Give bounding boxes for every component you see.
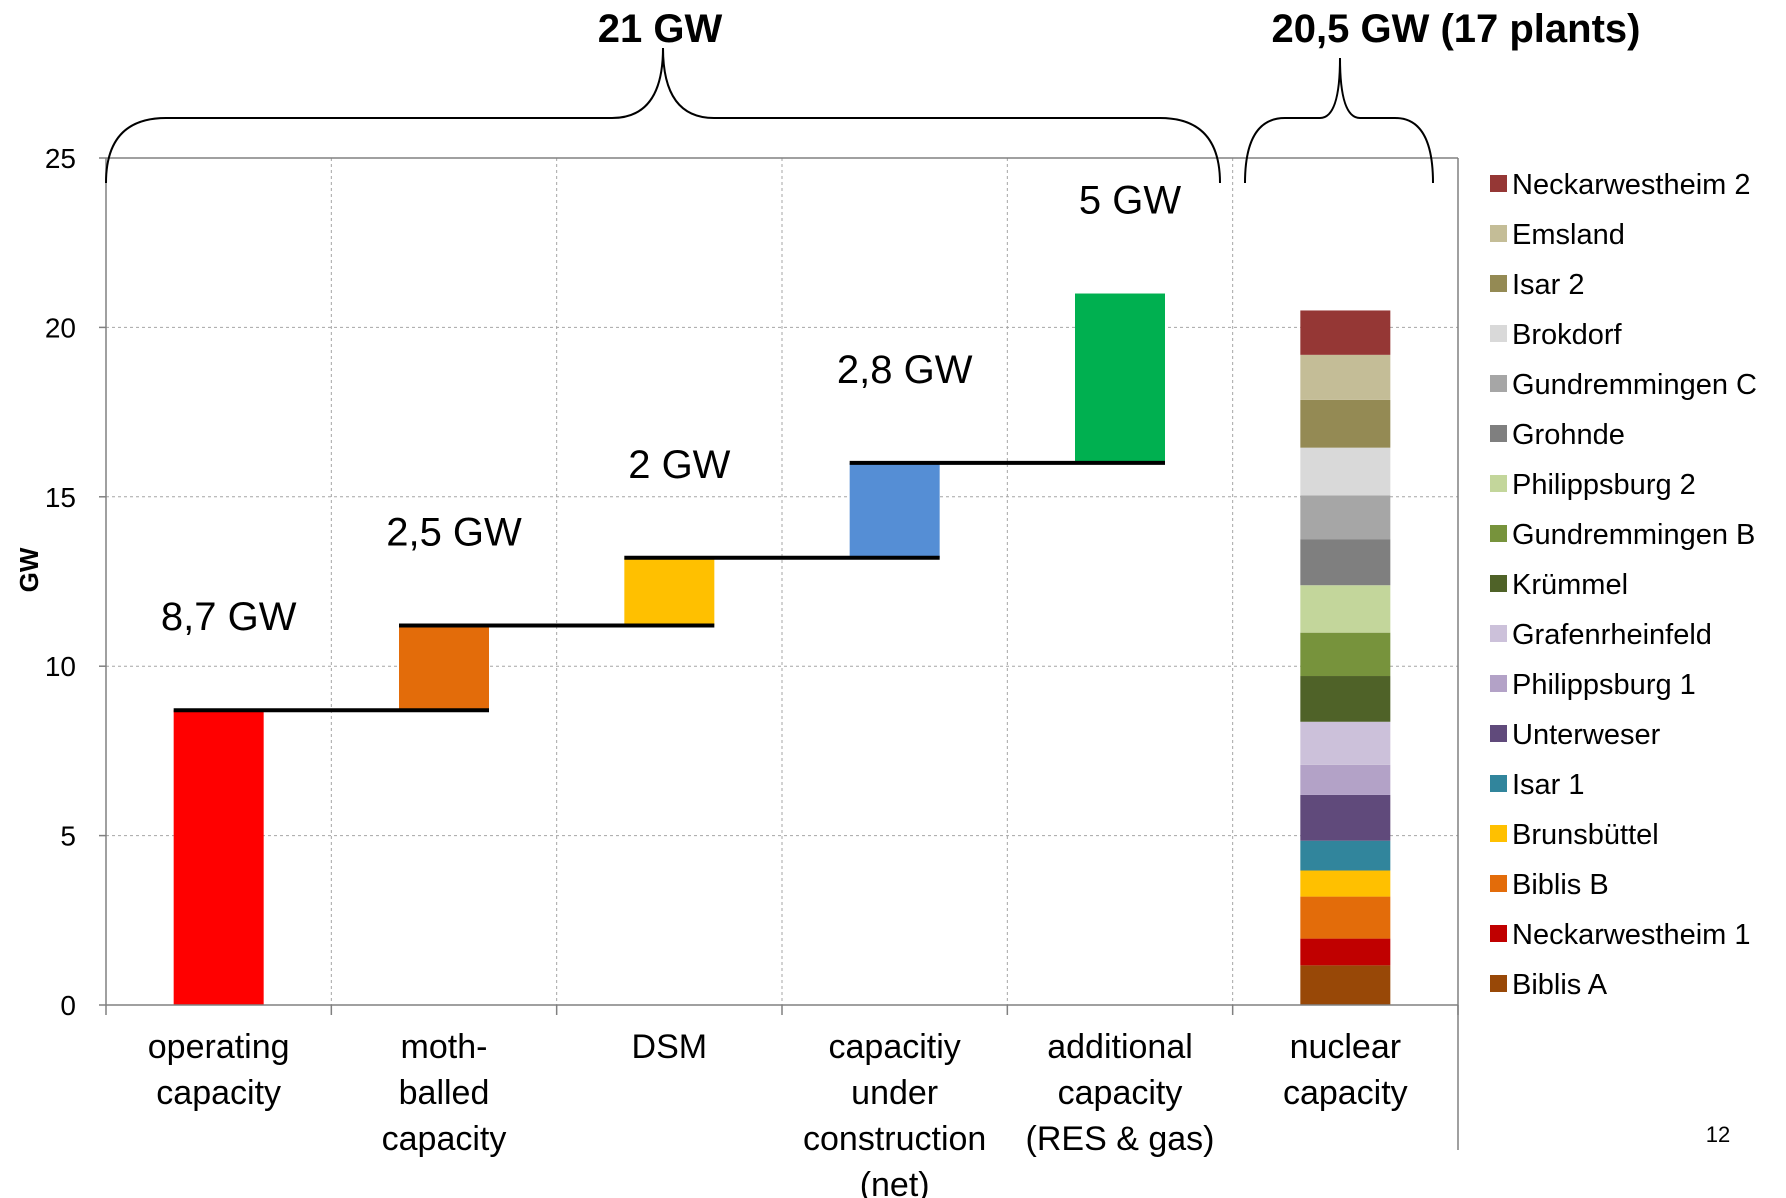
stack-segment-isar-1 bbox=[1300, 840, 1391, 871]
data-label: 2,8 GW bbox=[837, 348, 973, 392]
waterfall-bar bbox=[399, 625, 489, 711]
y-tick-label: 20 bbox=[45, 312, 76, 343]
legend-label-philippsburg-1: Philippsburg 1 bbox=[1512, 669, 1696, 701]
x-category-label: capacitiy bbox=[829, 1028, 961, 1066]
x-category-label: moth- bbox=[401, 1028, 488, 1066]
y-tick-label: 15 bbox=[45, 482, 76, 513]
stack-segment-emsland bbox=[1300, 354, 1391, 400]
legend-swatch-grohnde bbox=[1490, 425, 1507, 442]
waterfall-bar bbox=[624, 557, 715, 626]
stack-segment-neckarwestheim-2 bbox=[1300, 310, 1391, 355]
legend-swatch-unterweser bbox=[1490, 725, 1507, 742]
axes: 0 5 10 15 20 25 bbox=[45, 143, 1459, 1150]
x-category-label: capacity bbox=[1058, 1074, 1183, 1112]
x-category-label: capacity bbox=[1283, 1074, 1408, 1112]
stack-segment-biblis-b bbox=[1300, 896, 1391, 939]
brace-right bbox=[1244, 57, 1434, 184]
stack-segment-philippsburg-1 bbox=[1300, 764, 1391, 795]
stack-segment-grafenrheinfeld bbox=[1300, 721, 1391, 765]
legend-label-grafenrheinfeld: Grafenrheinfeld bbox=[1512, 619, 1712, 651]
legend-swatch-gundremmingen-b bbox=[1490, 525, 1507, 542]
legend-label-isar-1: Isar 1 bbox=[1512, 769, 1585, 801]
x-category-label: capacity bbox=[156, 1074, 281, 1112]
legend-swatch-grafenrheinfeld bbox=[1490, 625, 1507, 642]
legend-label-krummel: Krümmel bbox=[1512, 569, 1628, 601]
waterfall-bar bbox=[1075, 293, 1165, 463]
stack-segment-krummel bbox=[1300, 676, 1391, 722]
data-label: 8,7 GW bbox=[161, 595, 297, 639]
x-category-label: capacity bbox=[382, 1120, 507, 1158]
data-label: 2,5 GW bbox=[386, 511, 522, 555]
legend-swatch-brokdorf bbox=[1490, 325, 1507, 342]
x-category-label: additional bbox=[1047, 1028, 1193, 1066]
legend-label-emsland: Emsland bbox=[1512, 219, 1625, 251]
waterfall-bar bbox=[849, 462, 940, 558]
brace-left bbox=[105, 47, 1221, 184]
stack-segment-brunsbuttel bbox=[1300, 870, 1391, 897]
waterfall-bar bbox=[173, 710, 264, 1005]
x-category-label: balled bbox=[399, 1074, 490, 1112]
y-axis-title: GW bbox=[14, 547, 44, 592]
bars bbox=[173, 293, 1391, 1005]
stack-segment-gundremmingen-b bbox=[1300, 632, 1391, 677]
brace-right-label: 20,5 GW (17 plants) bbox=[1272, 7, 1641, 51]
stack-segment-isar-2 bbox=[1300, 399, 1391, 448]
x-category-label: construction bbox=[803, 1120, 986, 1158]
data-label: 2 GW bbox=[628, 443, 730, 487]
y-tick-label: 5 bbox=[60, 821, 76, 852]
legend-swatch-krummel bbox=[1490, 575, 1507, 592]
y-tick-label: 10 bbox=[45, 651, 76, 682]
legend-swatch-brunsbuttel bbox=[1490, 825, 1507, 842]
legend-label-isar-2: Isar 2 bbox=[1512, 269, 1585, 301]
legend-swatch-biblis-a bbox=[1490, 975, 1507, 992]
legend-label-philippsburg-2: Philippsburg 2 bbox=[1512, 469, 1696, 501]
data-label: 5 GW bbox=[1079, 179, 1181, 223]
legend-swatch-biblis-b bbox=[1490, 875, 1507, 892]
y-tick-label: 25 bbox=[45, 143, 76, 174]
stack-segment-neckarwestheim-1 bbox=[1300, 938, 1391, 966]
stack-segment-philippsburg-2 bbox=[1300, 585, 1391, 633]
legend-label-biblis-a: Biblis A bbox=[1512, 969, 1608, 1001]
x-category-label: operating bbox=[148, 1028, 290, 1066]
grid bbox=[106, 157, 1458, 1005]
legend-swatch-isar-1 bbox=[1490, 775, 1507, 792]
legend-swatch-neckarwestheim-2 bbox=[1490, 175, 1507, 192]
legend-label-grohnde: Grohnde bbox=[1512, 419, 1625, 451]
stack-segment-biblis-a bbox=[1300, 965, 1391, 1005]
legend-label-gundremmingen-c: Gundremmingen C bbox=[1512, 369, 1757, 401]
legend-swatch-isar-2 bbox=[1490, 275, 1507, 292]
legend-swatch-gundremmingen-c bbox=[1490, 375, 1507, 392]
x-category-label: nuclear bbox=[1290, 1028, 1402, 1066]
x-category-label: (net) bbox=[860, 1166, 930, 1198]
stack-segment-brokdorf bbox=[1300, 447, 1391, 496]
legend: Neckarwestheim 2 Emsland Isar 2 Brokdorf Gun… bbox=[1490, 169, 1757, 1001]
legend-label-gundremmingen-b: Gundremmingen B bbox=[1512, 519, 1755, 551]
x-category-label: DSM bbox=[632, 1028, 708, 1066]
legend-swatch-neckarwestheim-1 bbox=[1490, 925, 1507, 942]
y-tick-label: 0 bbox=[60, 990, 76, 1021]
legend-label-neckarwestheim-2: Neckarwestheim 2 bbox=[1512, 169, 1751, 201]
legend-label-biblis-b: Biblis B bbox=[1512, 869, 1609, 901]
legend-label-brokdorf: Brokdorf bbox=[1512, 319, 1623, 351]
page-number: 12 bbox=[1706, 1122, 1730, 1147]
x-category-label: under bbox=[851, 1074, 938, 1112]
x-category-label: (RES & gas) bbox=[1026, 1120, 1215, 1158]
stack-segment-gundremmingen-c bbox=[1300, 495, 1391, 540]
stack-segment-unterweser bbox=[1300, 794, 1391, 841]
legend-swatch-philippsburg-2 bbox=[1490, 475, 1507, 492]
legend-label-neckarwestheim-1: Neckarwestheim 1 bbox=[1512, 919, 1751, 951]
legend-swatch-philippsburg-1 bbox=[1490, 675, 1507, 692]
legend-swatch-emsland bbox=[1490, 225, 1507, 242]
labels: operating capacity moth-balled capacity DSM c… bbox=[148, 179, 1408, 1198]
legend-label-brunsbuttel: Brunsbüttel bbox=[1512, 819, 1659, 851]
stack-segment-grohnde bbox=[1300, 539, 1391, 586]
legend-label-unterweser: Unterweser bbox=[1512, 719, 1661, 751]
brace-left-label: 21 GW bbox=[598, 7, 723, 51]
